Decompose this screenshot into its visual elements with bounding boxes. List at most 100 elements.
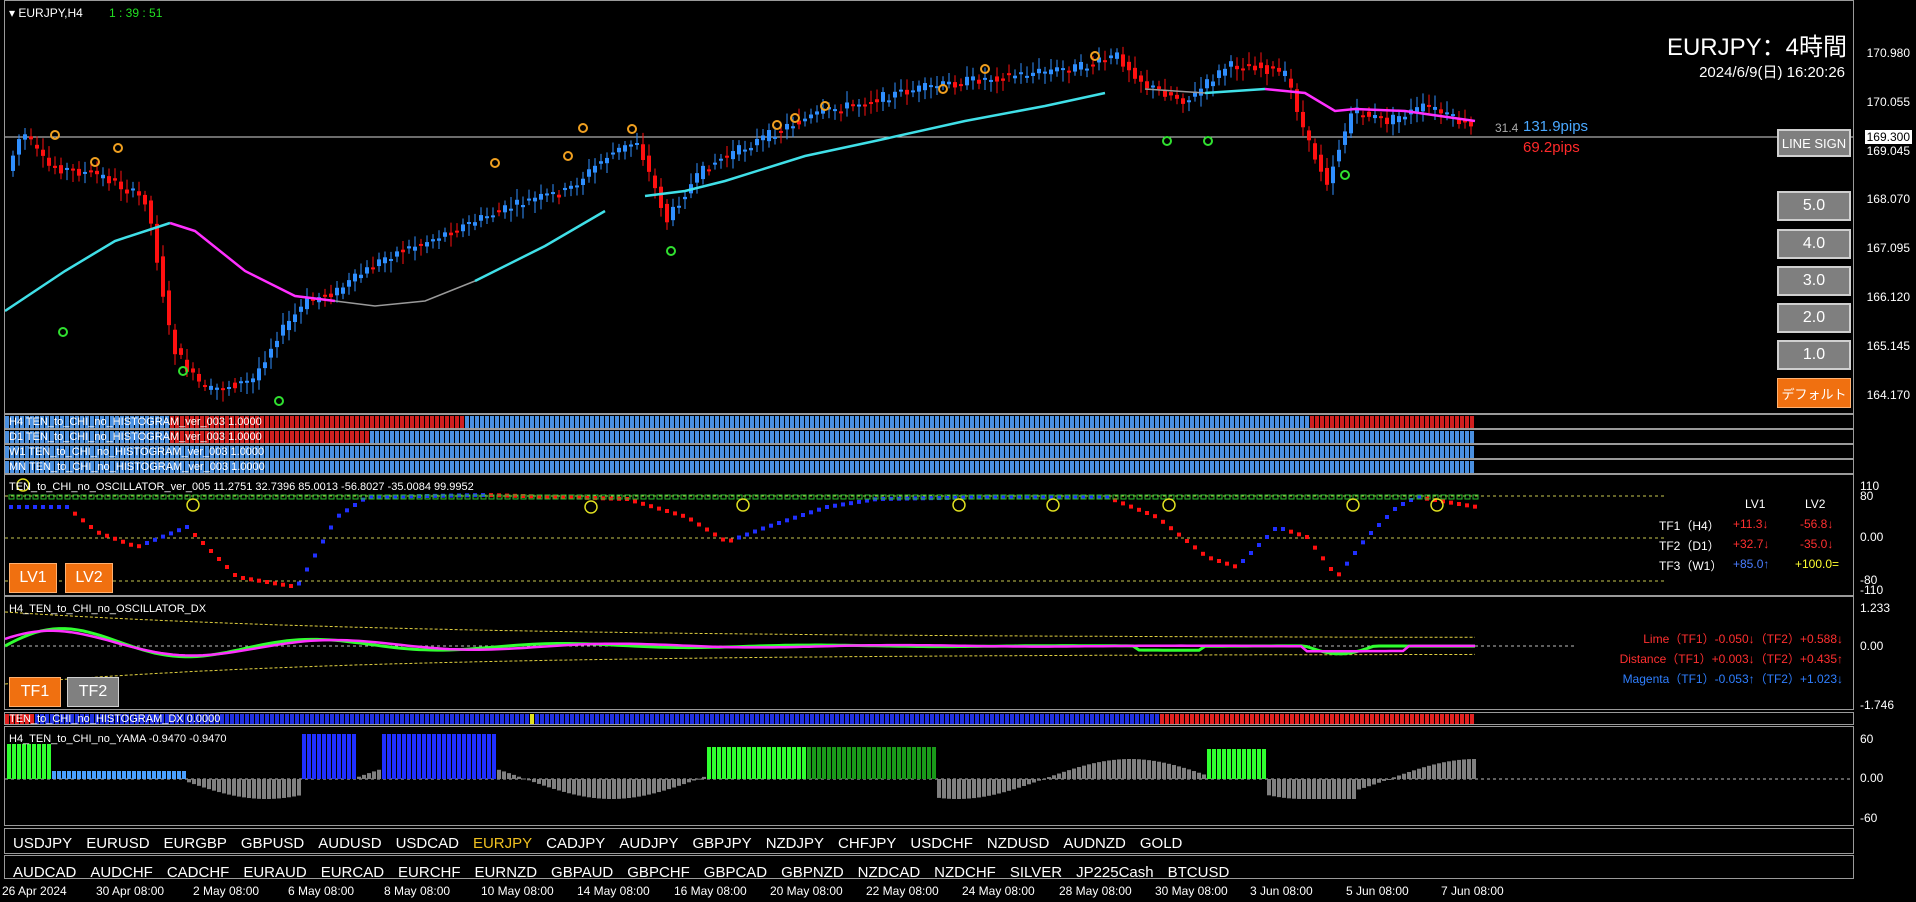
histogram-cell (1400, 416, 1404, 428)
histogram-cell (1245, 461, 1249, 473)
lv1-button[interactable]: LV1 (9, 563, 57, 593)
symbol-row-1[interactable]: USDJPY EURUSD EURGBP GBPUSD AUDUSD USDCAD EURJ… (4, 828, 1854, 854)
histogram-cell (665, 714, 669, 724)
symbol-nzdjpy[interactable]: NZDJPY (765, 835, 825, 852)
histogram-cell (600, 431, 604, 443)
histogram-cell (900, 416, 904, 428)
histogram-cell (550, 431, 554, 443)
oscillator-level-dot (992, 494, 999, 500)
lv2-button[interactable]: LV2 (65, 563, 113, 593)
symbol-audchf[interactable]: AUDCHF (90, 864, 153, 879)
symbol-usdcad[interactable]: USDCAD (395, 835, 459, 852)
level-button-2[interactable]: 2.0 (1777, 303, 1851, 333)
oscillator-level-dot (240, 494, 247, 500)
symbol-cadjpy[interactable]: CADJPY (546, 835, 606, 852)
line-sign-button[interactable]: LINE SIGN (1777, 129, 1851, 157)
tf2-button[interactable]: TF2 (67, 677, 119, 707)
histogram-cell (1085, 461, 1089, 473)
histogram-cell (675, 461, 679, 473)
symbol-gbpnzd[interactable]: GBPNZD (781, 864, 844, 879)
histogram-cell (390, 461, 394, 473)
symbol-gold[interactable]: GOLD (1139, 835, 1183, 852)
level-button-3[interactable]: 3.0 (1777, 266, 1851, 296)
symbol-btcusd[interactable]: BTCUSD (1167, 864, 1230, 879)
oscillator-dot (1393, 507, 1397, 511)
histogram-cell (1040, 431, 1044, 443)
level-button-5[interactable]: 5.0 (1777, 191, 1851, 221)
yama-plot (5, 734, 1853, 799)
tf1-button[interactable]: TF1 (9, 677, 61, 707)
yama-bar (1262, 749, 1266, 779)
symbol-nzdchf[interactable]: NZDCHF (934, 864, 996, 879)
symbol-gbpchf[interactable]: GBPCHF (627, 864, 690, 879)
histogram-cell (1105, 416, 1109, 428)
yama-bar (137, 771, 141, 779)
symbol-nzdcad[interactable]: NZDCAD (857, 864, 921, 879)
histogram-cell (670, 431, 674, 443)
histogram-cell (20, 416, 24, 428)
symbol-gbpjpy[interactable]: GBPJPY (692, 835, 752, 852)
histogram-cell (1215, 416, 1219, 428)
symbol-row-2[interactable]: AUDCAD AUDCHF CADCHF EURAUD EURCAD EURCHF EURN… (4, 855, 1854, 879)
symbol-eurchf[interactable]: EURCHF (398, 864, 461, 879)
symbol-audusd[interactable]: AUDUSD (318, 835, 382, 852)
date-axis[interactable]: 26 Apr 2024 30 Apr 08:00 2 May 08:00 6 May … (0, 881, 1854, 902)
yama-bar (1437, 763, 1441, 779)
dx-axis[interactable]: 1.233 0.00 -1.746 (1854, 596, 1916, 712)
price-axis[interactable]: 170.980 170.055 169.045 168.070 167.095 … (1854, 0, 1916, 414)
oscillator-axis[interactable]: 110 80 0.00 -80 -110 (1854, 474, 1916, 597)
histogram-cell (885, 446, 889, 458)
histogram-cell (370, 416, 374, 428)
symbol-nzdusd[interactable]: NZDUSD (986, 835, 1050, 852)
symbol-eurnzd[interactable]: EURNZD (474, 864, 538, 879)
main-chart-pane[interactable]: ▾ EURJPY,H4 1 : 39 : 51 EURJPY：4時間 2024/… (4, 0, 1854, 414)
oscillator-level-dot (824, 494, 831, 500)
symbol-eurgbp[interactable]: EURGBP (163, 835, 227, 852)
histogram-cell (225, 461, 229, 473)
yama-bar (1392, 777, 1396, 779)
histogram-dx-pane[interactable]: TEN_to_CHI_no_HISTOGRAM_DX 0.0000 (4, 712, 1854, 725)
histogram-cell (375, 714, 379, 724)
level-button-4[interactable]: 4.0 (1777, 229, 1851, 259)
symbol-eurcad[interactable]: EURCAD (320, 864, 385, 879)
histogram-h4-pane[interactable]: H4 TEN_to_CHI_no_HISTOGRAM_ver_003 1.000… (4, 414, 1854, 429)
histogram-cell (1240, 431, 1244, 443)
histogram-cell (140, 431, 144, 443)
symbol-audjpy[interactable]: AUDJPY (619, 835, 679, 852)
oscillator-dx-pane[interactable]: H4_TEN_to_CHI_no_OSCILLATOR_DX TF1 TF2 L… (4, 596, 1854, 710)
candle-body (305, 297, 309, 310)
histogram-cell (880, 446, 884, 458)
histogram-cell (675, 431, 679, 443)
symbol-silver[interactable]: SILVER (1009, 864, 1063, 879)
histogram-cell (920, 431, 924, 443)
histogram-cell (1190, 461, 1194, 473)
histogram-cell (640, 431, 644, 443)
symbol-usdchf[interactable]: USDCHF (910, 835, 973, 852)
yama-pane[interactable]: H4_TEN_to_CHI_no_YAMA -0.9470 -0.9470 (4, 726, 1854, 826)
symbol-usdjpy[interactable]: USDJPY (13, 835, 73, 852)
yama-axis[interactable]: 60 0.00 -60 (1854, 726, 1916, 826)
symbol-eurjpy[interactable]: EURJPY (472, 835, 533, 852)
symbol-eurusd[interactable]: EURUSD (86, 835, 150, 852)
symbol-audcad[interactable]: AUDCAD (13, 864, 77, 879)
candle-body (1055, 67, 1059, 72)
histogram-cell (595, 714, 599, 724)
oscillator-pane[interactable]: TEN_to_CHI_no_OSCILLATOR_ver_005 11.2751… (4, 474, 1854, 596)
histogram-w1-pane[interactable]: W1 TEN_to_CHI_no_HISTOGRAM_ver_003 1.000… (4, 444, 1854, 459)
default-button[interactable]: デフォルト (1777, 378, 1851, 408)
symbol-chfjpy[interactable]: CHFJPY (838, 835, 897, 852)
histogram-cell (470, 714, 474, 724)
symbol-gbpusd[interactable]: GBPUSD (240, 835, 305, 852)
histogram-cell (475, 461, 479, 473)
histogram-cell (1405, 461, 1409, 473)
symbol-gbpcad[interactable]: GBPCAD (703, 864, 768, 879)
histogram-cell (985, 416, 989, 428)
symbol-euraud[interactable]: EURAUD (243, 864, 307, 879)
symbol-cadchf[interactable]: CADCHF (166, 864, 230, 879)
histogram-mn-pane[interactable]: MN TEN_to_CHI_no_HISTOGRAM_ver_003 1.000… (4, 459, 1854, 474)
symbol-gbpaud[interactable]: GBPAUD (551, 864, 614, 879)
level-button-1[interactable]: 1.0 (1777, 340, 1851, 370)
symbol-audnzd[interactable]: AUDNZD (1063, 835, 1126, 852)
symbol-jp225cash[interactable]: JP225Cash (1076, 864, 1154, 879)
histogram-d1-pane[interactable]: D1 TEN_to_CHI_no_HISTOGRAM_ver_003 1.000… (4, 429, 1854, 444)
